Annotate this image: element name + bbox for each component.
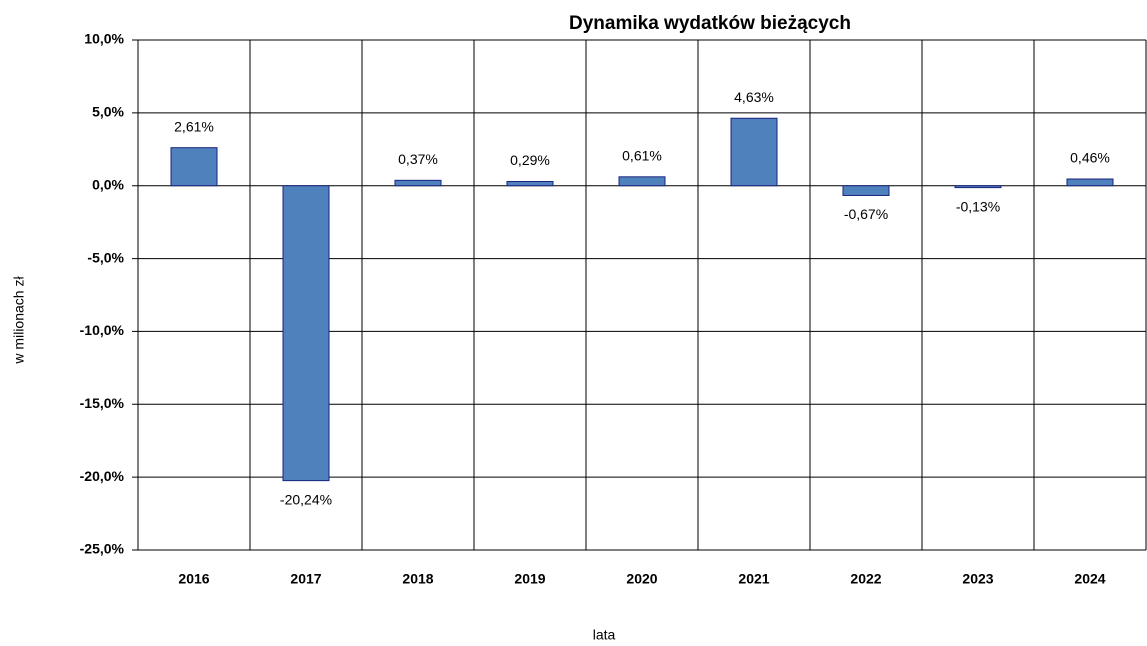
x-tick-label: 2016 — [178, 571, 209, 587]
x-tick-label: 2017 — [290, 571, 321, 587]
x-axis-label: lata — [593, 627, 616, 643]
y-tick-label: 0,0% — [92, 176, 124, 192]
y-tick-label: -20,0% — [80, 468, 125, 484]
value-label: 0,29% — [510, 152, 550, 168]
bar — [618, 176, 666, 187]
value-label: -0,67% — [844, 206, 888, 222]
x-tick-label: 2019 — [514, 571, 545, 587]
value-label: 4,63% — [734, 89, 774, 105]
x-tick-label: 2018 — [402, 571, 433, 587]
bar — [954, 185, 1002, 189]
bar — [842, 185, 890, 196]
y-tick-label: -25,0% — [80, 541, 125, 557]
value-label: 0,37% — [398, 151, 438, 167]
bar — [170, 147, 218, 187]
x-tick-label: 2024 — [1074, 571, 1105, 587]
y-tick-label: -10,0% — [80, 322, 125, 338]
y-tick-label: -5,0% — [87, 249, 124, 265]
bar — [394, 179, 442, 187]
bar — [730, 117, 778, 187]
x-tick-label: 2020 — [626, 571, 657, 587]
x-tick-label: 2023 — [962, 571, 993, 587]
y-axis-label: w milionach zł — [11, 276, 27, 365]
value-label: 0,61% — [622, 148, 662, 164]
bar — [1066, 178, 1114, 187]
y-tick-label: 5,0% — [92, 104, 124, 120]
bar — [282, 185, 330, 482]
bar — [506, 180, 554, 187]
chart-title: Dynamika wydatków bieżących — [569, 13, 851, 34]
x-tick-label: 2021 — [738, 571, 769, 587]
value-label: -20,24% — [280, 491, 332, 507]
y-tick-label: 10,0% — [84, 31, 124, 47]
x-tick-label: 2022 — [850, 571, 881, 587]
value-label: 2,61% — [174, 118, 214, 134]
y-tick-label: -15,0% — [80, 395, 125, 411]
value-label: 0,46% — [1070, 150, 1110, 166]
value-label: -0,13% — [956, 198, 1000, 214]
